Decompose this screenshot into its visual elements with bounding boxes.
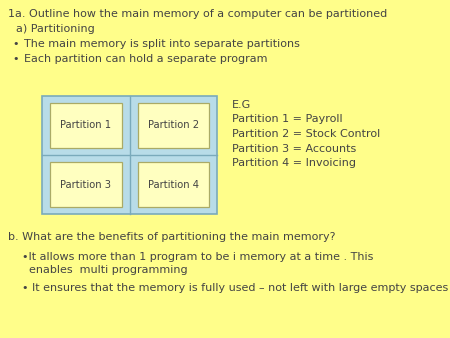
Bar (42, 96, 217, 214)
Bar (50, 103, 122, 148)
Text: Partition 4 = Invoicing: Partition 4 = Invoicing (232, 158, 356, 168)
Text: enables  multi programming: enables multi programming (22, 265, 188, 275)
Text: Partition 4: Partition 4 (148, 179, 199, 190)
Text: a) Partitioning: a) Partitioning (16, 24, 95, 34)
Text: Each partition can hold a separate program: Each partition can hold a separate progr… (24, 54, 267, 64)
Text: Partition 2 = Stock Control: Partition 2 = Stock Control (232, 129, 380, 139)
Text: •It allows more than 1 program to be i memory at a time . This: •It allows more than 1 program to be i m… (22, 252, 374, 262)
Bar (138, 162, 209, 207)
Text: •: • (12, 54, 18, 64)
Text: Partition 1: Partition 1 (60, 121, 111, 130)
Text: Partition 3 = Accounts: Partition 3 = Accounts (232, 144, 356, 153)
Text: E.G: E.G (232, 100, 251, 110)
Text: • It ensures that the memory is fully used – not left with large empty spaces: • It ensures that the memory is fully us… (22, 283, 448, 293)
Text: Partition 3: Partition 3 (60, 179, 111, 190)
Text: 1a. Outline how the main memory of a computer can be partitioned: 1a. Outline how the main memory of a com… (8, 9, 387, 19)
Text: The main memory is split into separate partitions: The main memory is split into separate p… (24, 39, 300, 49)
Text: Partition 2: Partition 2 (148, 121, 199, 130)
Bar (138, 103, 209, 148)
Text: Partition 1 = Payroll: Partition 1 = Payroll (232, 115, 342, 124)
Text: b. What are the benefits of partitioning the main memory?: b. What are the benefits of partitioning… (8, 232, 336, 242)
Bar (50, 162, 122, 207)
Text: •: • (12, 39, 18, 49)
